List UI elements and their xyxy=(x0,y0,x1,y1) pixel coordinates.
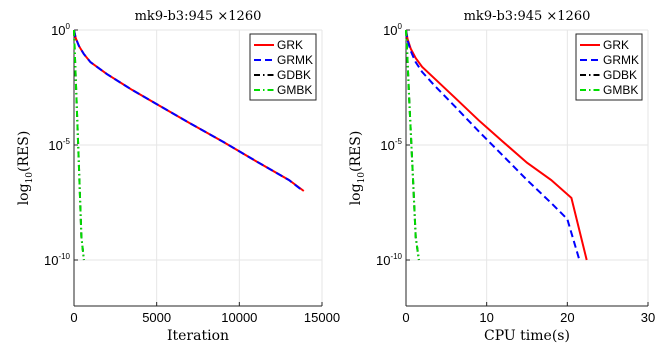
x-tick-label: 0 xyxy=(402,310,409,325)
y-tick-label: 10-5 xyxy=(380,137,402,153)
chart-title: mk9-b3:945 ×1260 xyxy=(135,9,262,24)
chart-title: mk9-b3:945 ×1260 xyxy=(464,9,591,24)
x-tick-label: 30 xyxy=(641,310,655,325)
legend-entry: GDBK xyxy=(277,68,311,82)
y-axis-label: log10(RES) xyxy=(348,131,367,206)
x-tick-label: 0 xyxy=(70,310,77,325)
y-tick-label: 100 xyxy=(383,22,402,38)
x-axis-label: Iteration xyxy=(167,328,229,344)
legend-entry: GRMK xyxy=(277,53,313,67)
x-tick-label: 10000 xyxy=(221,310,257,325)
legend-entry: GRK xyxy=(603,38,629,52)
legend-entry: GRMK xyxy=(603,53,639,67)
legend-entry: GDBK xyxy=(603,68,637,82)
x-tick-label: 5000 xyxy=(142,310,171,325)
x-tick-label: 20 xyxy=(560,310,574,325)
y-axis-label: log10(RES) xyxy=(16,131,35,206)
y-tick-label: 10-5 xyxy=(48,137,70,153)
legend-entry: GMBK xyxy=(277,83,312,97)
chart-panel-2: 0 10 20 30 100 10-5 10-10 mk9-b3:945 ×1260 CPU t… xyxy=(348,9,655,344)
series-line-grk xyxy=(405,29,588,261)
y-tick-label: 10-10 xyxy=(376,252,403,268)
x-tick-label: 15000 xyxy=(304,310,340,325)
x-axis-label: CPU time(s) xyxy=(484,328,570,344)
x-tick-label: 10 xyxy=(479,310,493,325)
chart-panel-1: 0 5000 10000 15000 100 10-5 10-10 mk9-b3:945 ×1… xyxy=(16,9,340,344)
series-line-gmbk xyxy=(405,29,420,261)
y-tick-label: 100 xyxy=(51,22,70,38)
series-line-grmk xyxy=(405,29,581,261)
y-tick-label: 10-10 xyxy=(44,252,71,268)
legend-entry: GRK xyxy=(277,38,303,52)
series-line-gmbk xyxy=(73,29,85,261)
legend-entry: GMBK xyxy=(603,83,638,97)
series-line-grmk xyxy=(73,29,304,192)
